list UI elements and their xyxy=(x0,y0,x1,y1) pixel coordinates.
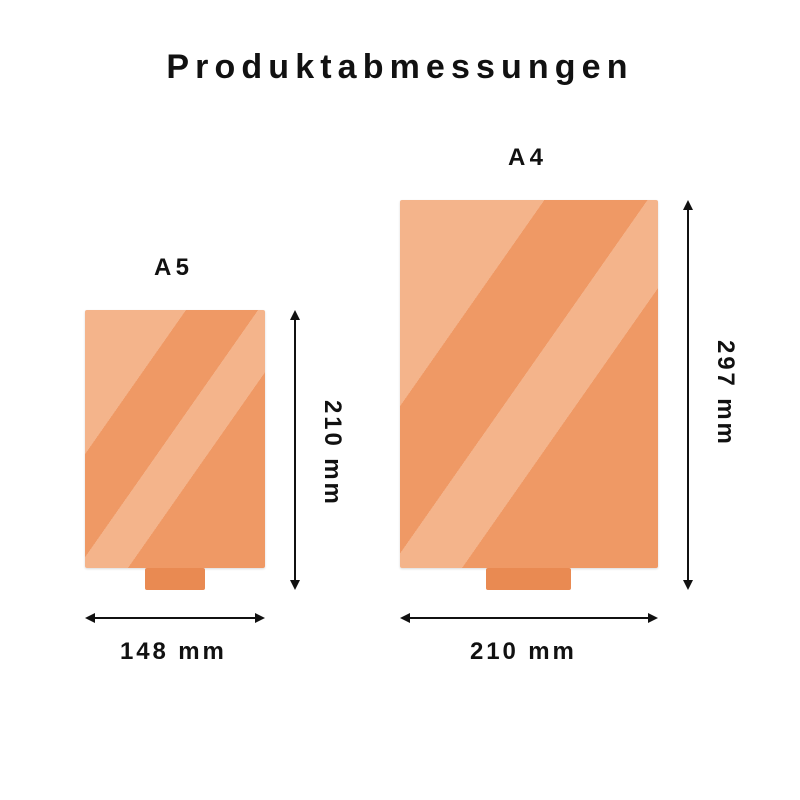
a5-width-label: 148 mm xyxy=(120,638,227,666)
panel-a4 xyxy=(400,200,658,568)
stand-a5 xyxy=(145,568,205,590)
panel-a4-glass xyxy=(400,200,658,568)
a5-height-arrow-line xyxy=(294,318,296,582)
a4-width-arrow-head-right xyxy=(648,613,658,623)
diagram-canvas: Produktabmessungen A5 210 mm 148 mm A4 2… xyxy=(0,0,800,800)
a4-height-arrow-line xyxy=(687,208,689,582)
panel-a5-glass xyxy=(85,310,265,568)
a4-width-label: 210 mm xyxy=(470,638,577,666)
label-a4: A4 xyxy=(508,144,547,172)
a4-width-arrow-head-left xyxy=(400,613,410,623)
stand-a4 xyxy=(486,568,571,590)
a5-width-arrow-line xyxy=(93,617,257,619)
page-title: Produktabmessungen xyxy=(0,48,800,87)
a4-height-label: 297 mm xyxy=(711,340,739,447)
label-a5: A5 xyxy=(154,254,193,282)
a4-height-arrow-head-top xyxy=(683,200,693,210)
panel-a5 xyxy=(85,310,265,568)
a4-width-arrow-line xyxy=(408,617,650,619)
a5-width-arrow-head-left xyxy=(85,613,95,623)
a5-height-arrow-head-bottom xyxy=(290,580,300,590)
a5-height-label: 210 mm xyxy=(318,400,346,507)
a4-height-arrow-head-bottom xyxy=(683,580,693,590)
a5-width-arrow-head-right xyxy=(255,613,265,623)
a5-height-arrow-head-top xyxy=(290,310,300,320)
